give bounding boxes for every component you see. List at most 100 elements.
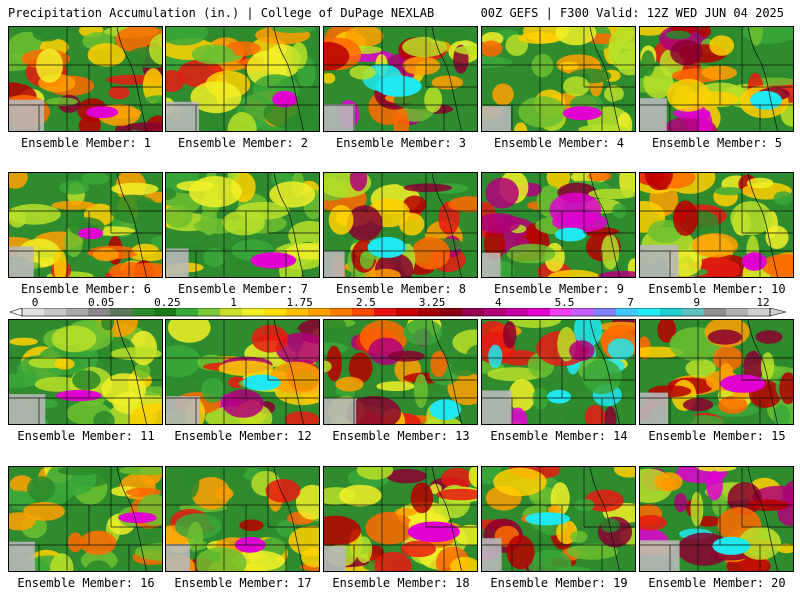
colorbar-swatch — [484, 308, 507, 316]
colorbar-swatch — [198, 308, 221, 316]
river-boundary — [747, 467, 778, 571]
precip-contour — [696, 110, 713, 131]
colorbar-swatch — [154, 308, 177, 316]
precip-contour — [386, 468, 427, 484]
precip-contour — [108, 86, 130, 100]
ensemble-member-label: Ensemble Member: 2 — [177, 136, 309, 150]
precip-contour — [222, 389, 264, 418]
precip-max-core — [749, 90, 782, 110]
precip-contour — [644, 173, 673, 191]
ensemble-member-label: Ensemble Member: 12 — [174, 429, 312, 443]
precip-contour — [213, 116, 232, 131]
precip-contour — [549, 192, 602, 228]
precip-map-graphic — [9, 173, 162, 277]
precip-contour — [696, 467, 737, 472]
precip-contour — [485, 177, 519, 209]
precip-map — [165, 319, 320, 425]
dry-area — [166, 543, 190, 571]
precip-contour — [509, 320, 561, 328]
precip-map-graphic — [640, 27, 793, 131]
precip-contour — [166, 187, 177, 200]
precip-contour — [345, 27, 384, 48]
precip-contour — [558, 566, 592, 571]
precip-contour — [531, 54, 554, 78]
precip-contour — [448, 196, 477, 213]
colorbar-tick-label: 2.5 — [355, 296, 376, 309]
precip-max-core — [56, 389, 102, 402]
precip-contour — [482, 40, 503, 57]
colorbar-tick-label: 0 — [31, 296, 39, 309]
precip-contour — [547, 269, 601, 277]
precip-contour — [411, 236, 451, 270]
precip-contour — [666, 502, 692, 537]
precip-contour — [324, 515, 361, 546]
precip-contour — [92, 247, 119, 262]
precip-contour — [93, 411, 115, 424]
precip-contour — [506, 243, 556, 264]
river-boundary — [589, 320, 620, 424]
precip-contour — [166, 70, 185, 92]
ensemble-member-label: Ensemble Member: 1 — [20, 136, 152, 150]
precip-contour — [468, 467, 477, 488]
colorbar-swatch — [462, 308, 485, 316]
colorbar-max-arrow — [769, 308, 787, 317]
precip-contour — [613, 467, 635, 478]
colorbar-swatch — [594, 308, 617, 316]
ensemble-member-label: Ensemble Member: 10 — [648, 282, 786, 296]
run-valid-time: 00Z GEFS | F300 Valid: 12Z WED JUN 04 20… — [480, 6, 784, 20]
precip-map — [8, 26, 163, 132]
colorbar-tick-label: 3.25 — [418, 296, 446, 309]
precip-contour — [295, 484, 319, 520]
precip-max-core — [720, 374, 766, 393]
precip-contour — [429, 483, 442, 495]
colorbar-swatch — [44, 308, 67, 316]
precip-contour — [399, 212, 425, 236]
ensemble-member-label: Ensemble Member: 15 — [648, 429, 786, 443]
dry-area — [9, 541, 35, 571]
precip-max-core — [429, 399, 462, 420]
ensemble-member-label: Ensemble Member: 20 — [648, 576, 786, 590]
precip-contour — [346, 205, 383, 242]
precip-contour — [532, 387, 549, 410]
precip-contour — [582, 359, 622, 395]
precip-contour — [773, 191, 793, 206]
precip-contour — [9, 203, 61, 225]
colorbar-tick-labels: 0 0.05 0.25 1 1.75 2.5 3.25 4 5.5 7 9 12 — [0, 296, 800, 309]
precip-map-graphic — [9, 27, 162, 131]
precip-map — [481, 172, 636, 278]
colorbar-tick-label: 7 — [627, 296, 634, 309]
precip-contour — [714, 187, 744, 196]
precip-contour — [555, 27, 597, 46]
dry-area — [324, 104, 355, 131]
colorbar-swatch — [506, 308, 529, 316]
river-boundary — [116, 27, 147, 131]
precip-contour — [9, 173, 28, 189]
precip-contour — [402, 56, 441, 76]
precip-contour — [59, 180, 90, 195]
precip-map-graphic — [640, 173, 793, 277]
ensemble-member-panel: Ensemble Member: 5 — [639, 26, 795, 172]
precip-contour — [528, 549, 572, 571]
precip-contour — [349, 173, 368, 192]
colorbar-swatch — [660, 308, 683, 316]
precip-contour — [269, 361, 319, 394]
colorbar-swatch — [726, 308, 749, 316]
ensemble-member-label: Ensemble Member: 16 — [17, 576, 155, 590]
ensemble-member-panel: Ensemble Member: 7 — [165, 172, 321, 318]
colorbar-swatch — [22, 308, 45, 316]
precip-contour — [518, 96, 566, 128]
precip-contour — [67, 532, 83, 553]
river-boundary — [431, 467, 462, 571]
river-boundary — [747, 173, 778, 277]
river-boundary — [589, 467, 620, 571]
precip-contour — [563, 76, 590, 97]
precip-contour — [225, 41, 261, 56]
precip-contour — [654, 472, 683, 492]
precip-map-graphic — [482, 27, 635, 131]
precip-contour — [578, 124, 628, 131]
precip-contour — [503, 321, 517, 349]
precip-contour — [387, 350, 425, 362]
precip-map-graphic — [9, 320, 162, 424]
colorbar-swatch — [330, 308, 353, 316]
precip-contour — [698, 27, 712, 38]
